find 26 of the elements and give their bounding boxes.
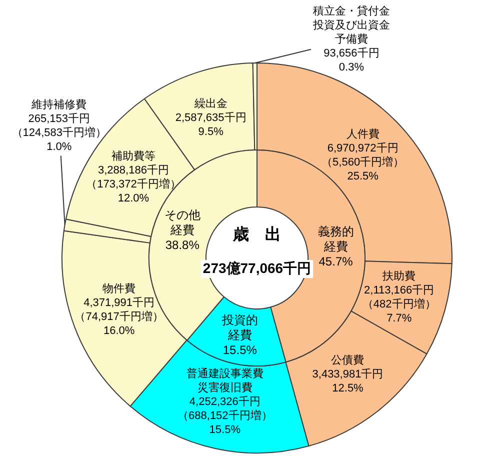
slice-label: 維持補修費 [30,98,87,111]
slice-label: 補助費等 [111,149,156,162]
data-label: 3,433,981千円12.5% [312,367,384,394]
slice-label: 繰出金 [193,96,228,110]
slice-label: 公債費 [331,353,364,366]
data-label: 3,288,186千円（173,372千円増）12.0% [86,163,181,204]
data-label: 6,970,972千円（5,560千円増）25.5% [322,141,404,182]
data-label: 2,587,635千円9.5% [175,110,246,138]
slice-label: 積立金・貸付金投資及び出資金予備費 [312,4,390,46]
data-label: 4,252,326千円（688,152千円増）15.5% [178,394,272,436]
slice-label: 普通建設事業費災害復旧費 [186,366,264,394]
slice-label: 義務的経費 [318,224,354,254]
slice-label: 扶助費 [382,270,416,283]
slice-label: 人件費 [346,127,380,140]
data-label: 265,153千円（124,583千円増）1.0% [12,112,107,153]
data-label: 93,656千円0.3% [324,46,380,74]
data-label: 38.8% [165,238,200,252]
data-label: 2,113,166千円（482千円増）7.7% [362,284,436,325]
data-label: 4,371,991千円（74,917千円増）16.0% [74,296,164,338]
text: 273億77,066千円 [202,260,312,276]
slice-label: 投資的経費 [220,312,258,342]
slice-label: その他経費 [164,208,200,237]
slice-label: 物件費 [102,282,136,296]
text: 歳 出 [232,225,281,244]
data-label: 45.7% [318,254,354,269]
data-label: 15.5% [222,342,258,357]
